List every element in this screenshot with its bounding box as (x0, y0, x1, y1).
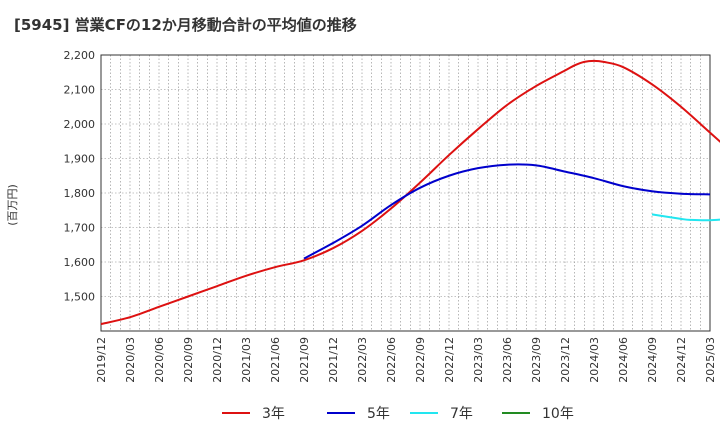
x-tick-label: 2025/03 (704, 337, 717, 383)
x-tick-label: 2024/12 (675, 337, 688, 383)
axes: 1,500 1,600 1,700 1,800 1,900 2,000 2,100 2,200… (64, 49, 718, 383)
x-tick-label: 2019/12 (95, 337, 108, 383)
x-tick-label: 2020/06 (153, 337, 166, 383)
x-tick-label: 2023/09 (530, 337, 543, 383)
y-tick-label: 1,700 (64, 222, 96, 235)
x-tick-label: 2022/09 (414, 337, 427, 383)
legend: 3年 5年 7年 10年 (222, 406, 574, 422)
series-line-7年 (651, 213, 720, 222)
x-tick-label: 2020/12 (211, 337, 224, 383)
x-tick-label: 2021/09 (298, 337, 311, 383)
chart-title: [5945] 営業CFの12か月移動合計の平均値の推移 (14, 16, 357, 34)
x-tick-label: 2024/03 (588, 337, 601, 383)
plot-frame (100, 54, 711, 332)
legend-label: 10年 (542, 406, 574, 422)
x-tick-label: 2023/06 (501, 337, 514, 383)
y-tick-label: 2,000 (64, 118, 96, 131)
legend-label: 3年 (262, 406, 285, 422)
x-tick-label: 2021/03 (240, 337, 253, 383)
x-tick-label: 2021/12 (327, 337, 340, 383)
grid (101, 54, 710, 331)
x-tick-label: 2021/06 (269, 337, 282, 383)
y-tick-label: 2,100 (64, 84, 96, 97)
legend-label: 5年 (367, 406, 390, 422)
y-axis-label: (百万円) (6, 184, 19, 226)
series-line-3年 (100, 59, 720, 326)
series-lines (100, 59, 720, 326)
x-tick-label: 2024/09 (646, 337, 659, 383)
legend-label: 7年 (450, 406, 473, 422)
x-tick-label: 2022/03 (356, 337, 369, 383)
series-line-5年 (303, 163, 711, 260)
y-tick-label: 1,500 (64, 291, 96, 304)
x-tick-label: 2020/03 (124, 337, 137, 383)
x-tick-label: 2022/06 (385, 337, 398, 383)
x-tick-label: 2022/12 (443, 337, 456, 383)
y-tick-label: 1,900 (64, 153, 96, 166)
x-tick-label: 2024/06 (617, 337, 630, 383)
y-tick-label: 2,200 (64, 49, 96, 62)
y-tick-label: 1,800 (64, 187, 96, 200)
x-tick-label: 2023/03 (472, 337, 485, 383)
x-tick-label: 2020/09 (182, 337, 195, 383)
y-tick-label: 1,600 (64, 256, 96, 269)
x-tick-label: 2023/12 (559, 337, 572, 383)
